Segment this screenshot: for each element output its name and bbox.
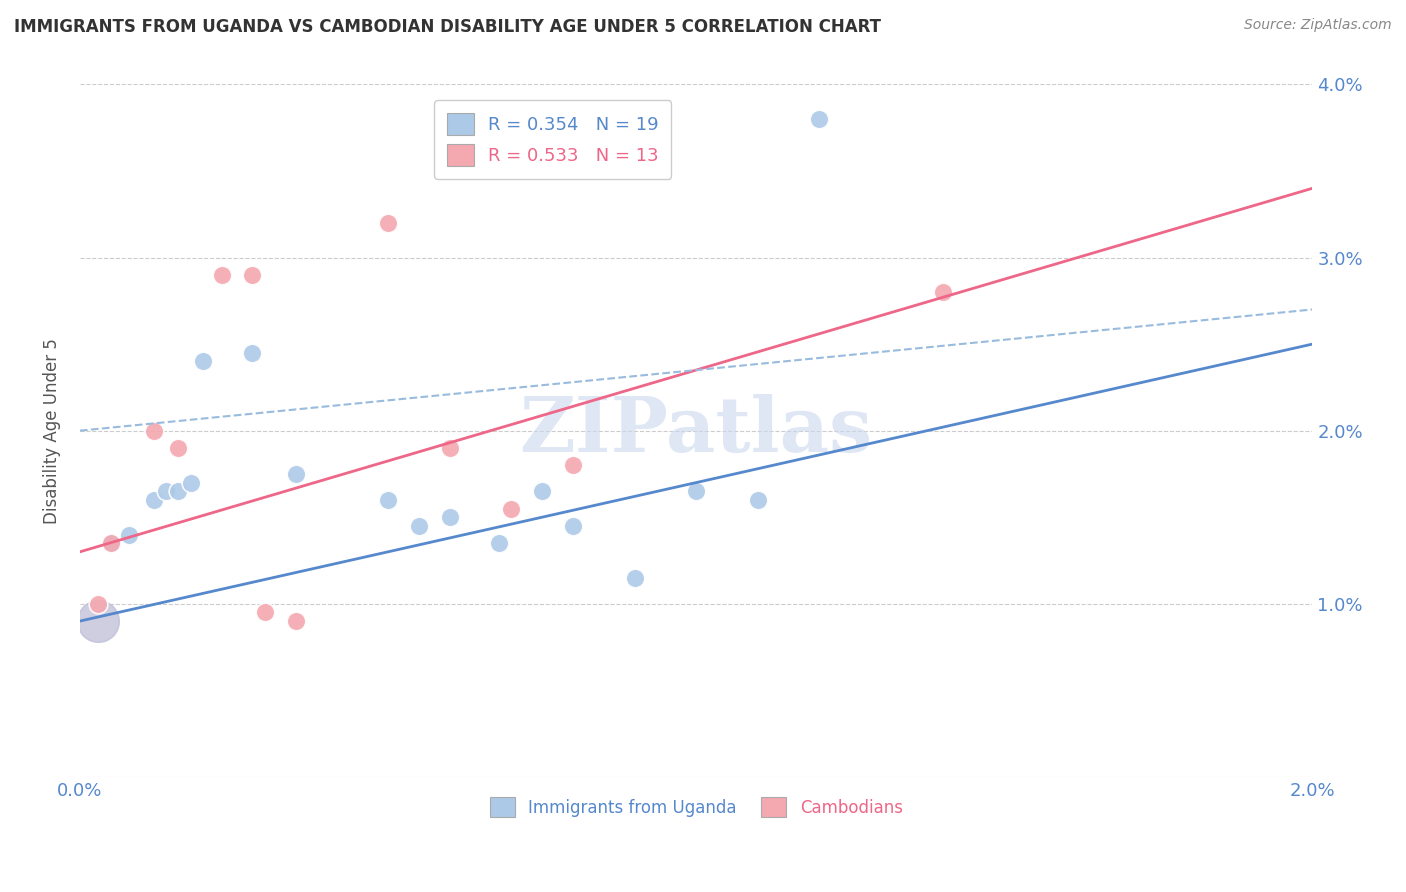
Text: ZIPatlas: ZIPatlas	[520, 393, 873, 467]
Point	[488, 536, 510, 550]
Point	[439, 441, 461, 455]
Point	[501, 501, 523, 516]
Point	[142, 492, 165, 507]
Point	[623, 571, 645, 585]
Point	[685, 484, 707, 499]
Point	[931, 285, 953, 300]
Point	[747, 492, 769, 507]
Point	[180, 475, 202, 490]
Point	[100, 536, 122, 550]
Point	[284, 467, 307, 481]
Point	[242, 268, 264, 282]
Point	[87, 597, 110, 611]
Point	[142, 424, 165, 438]
Point	[561, 458, 583, 473]
Point	[87, 614, 110, 628]
Point	[561, 519, 583, 533]
Point	[191, 354, 214, 368]
Point	[808, 112, 831, 126]
Point	[167, 441, 190, 455]
Point	[439, 510, 461, 524]
Point	[242, 345, 264, 359]
Y-axis label: Disability Age Under 5: Disability Age Under 5	[44, 338, 60, 524]
Point	[284, 614, 307, 628]
Point	[211, 268, 233, 282]
Point	[87, 614, 110, 628]
Point	[377, 216, 399, 230]
Point	[408, 519, 430, 533]
Text: Source: ZipAtlas.com: Source: ZipAtlas.com	[1244, 18, 1392, 32]
Point	[100, 536, 122, 550]
Point	[155, 484, 177, 499]
Text: IMMIGRANTS FROM UGANDA VS CAMBODIAN DISABILITY AGE UNDER 5 CORRELATION CHART: IMMIGRANTS FROM UGANDA VS CAMBODIAN DISA…	[14, 18, 882, 36]
Point	[377, 492, 399, 507]
Point	[118, 527, 141, 541]
Point	[253, 606, 276, 620]
Point	[531, 484, 554, 499]
Legend: Immigrants from Uganda, Cambodians: Immigrants from Uganda, Cambodians	[482, 790, 910, 824]
Point	[167, 484, 190, 499]
